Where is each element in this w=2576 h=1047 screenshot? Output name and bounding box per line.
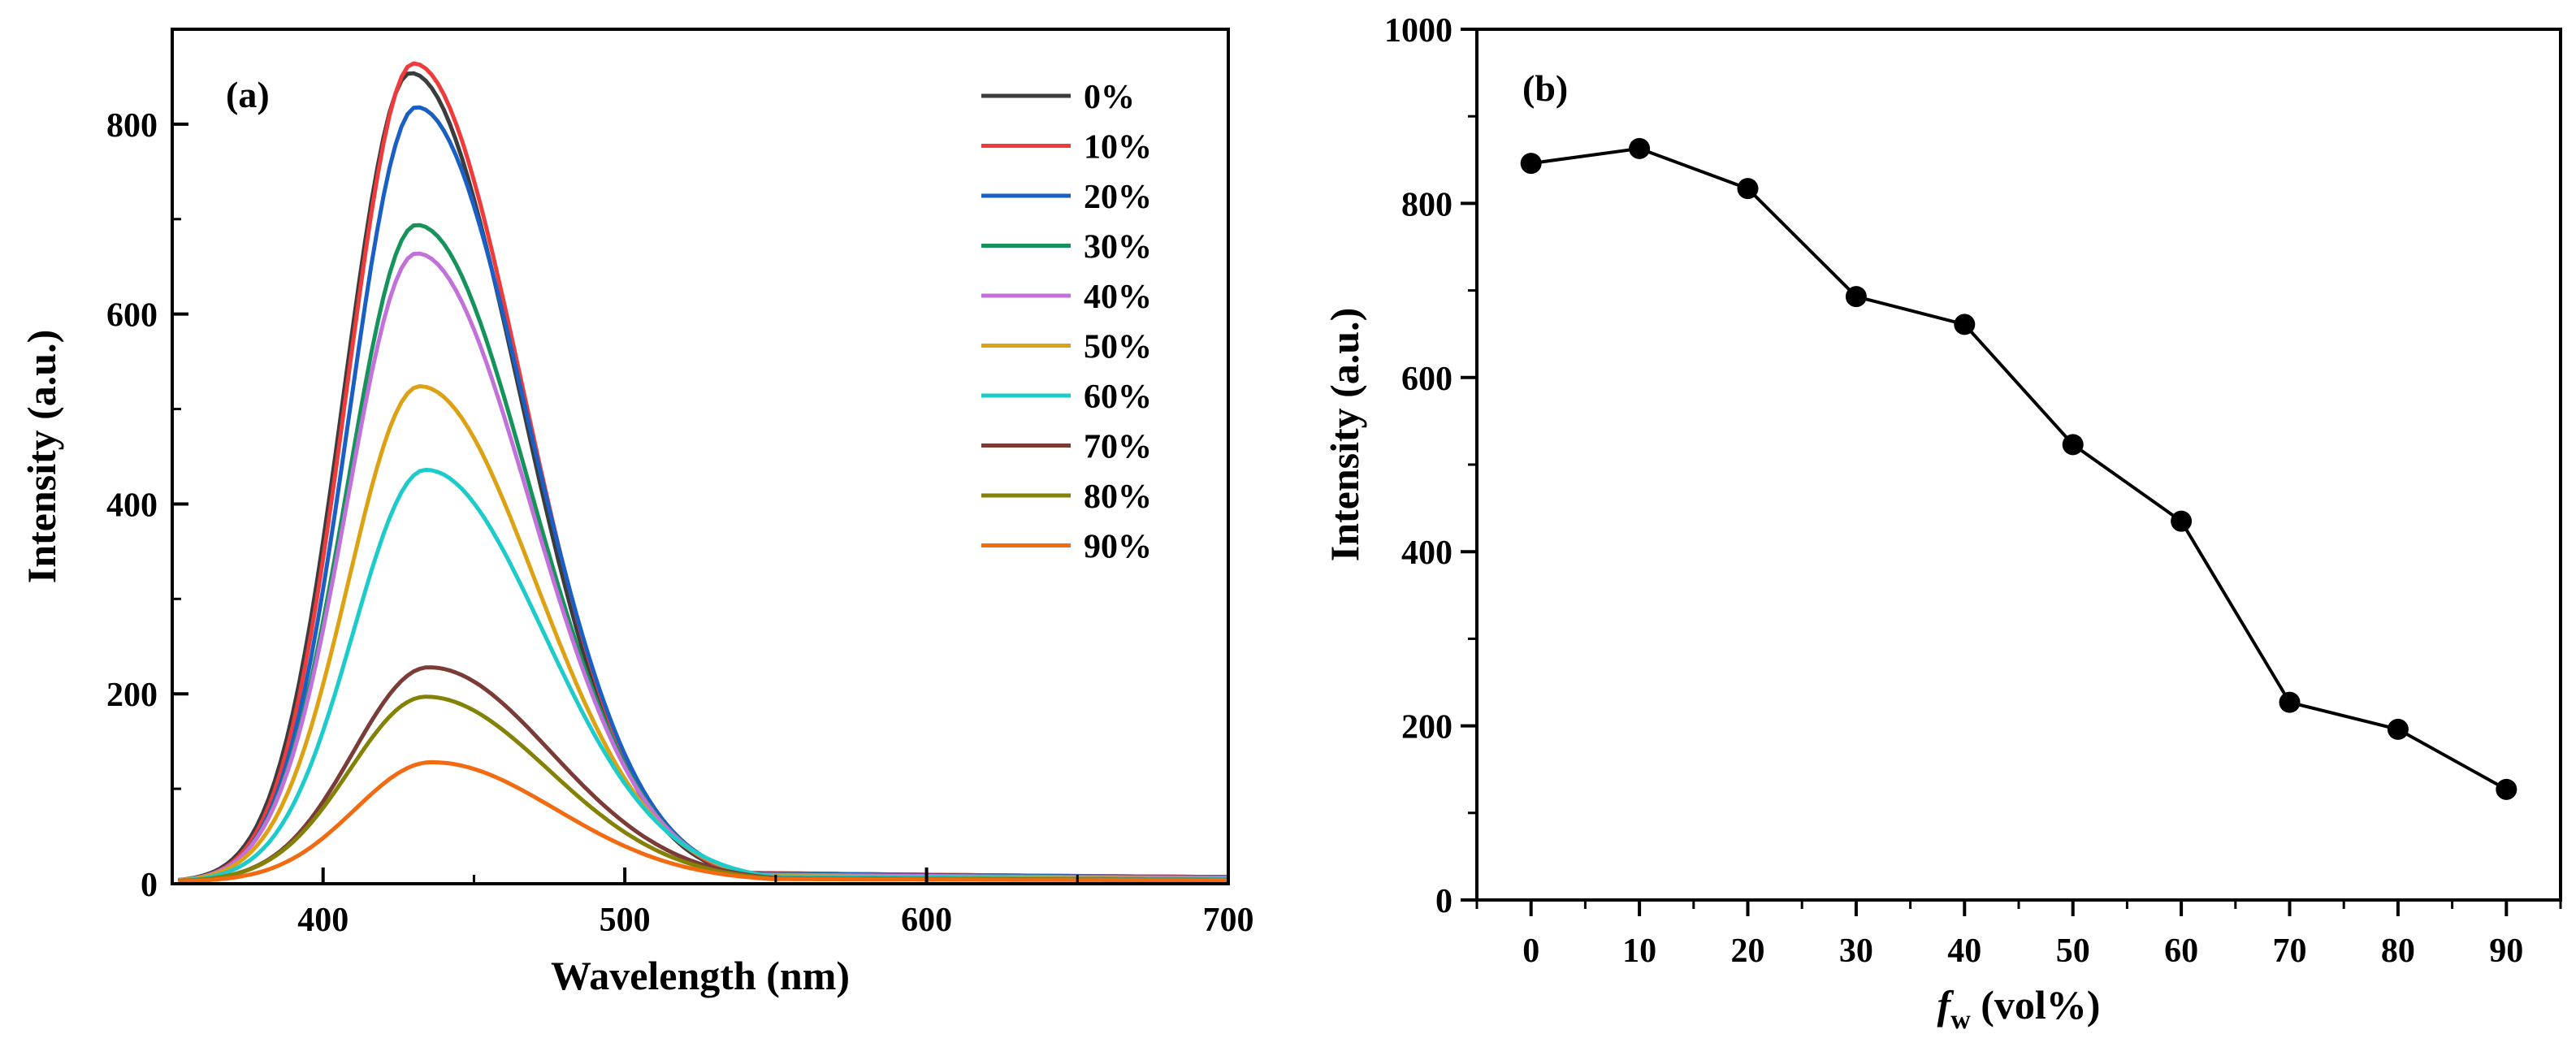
- chart-a-x-tick-label: 400: [297, 902, 349, 939]
- data-line: [1530, 146, 2508, 791]
- data-point-2: [1737, 178, 1759, 200]
- chart-a-x-tick-label: 500: [600, 902, 651, 939]
- data-point-1: [1629, 137, 1651, 159]
- legend-label-8: 80%: [1084, 478, 1152, 516]
- chart-a-panel-label: (a): [226, 74, 270, 115]
- chart-b-x-tick-label: 90: [2489, 932, 2523, 970]
- chart-b-y-tick-label: 800: [1401, 186, 1453, 223]
- data-point-6: [2171, 510, 2193, 532]
- legend-label-7: 70%: [1084, 429, 1152, 466]
- legend-label-3: 30%: [1084, 229, 1152, 266]
- legend-label-1: 10%: [1084, 129, 1152, 167]
- chart-a-y-axis-title: Intensity (a.u.): [19, 330, 64, 584]
- chart-b-x-axis-title-main: f: [1937, 982, 1955, 1028]
- data-point-4: [1954, 314, 1976, 335]
- chart-a-x-tick-label: 700: [1203, 902, 1254, 939]
- chart-b-x-tick-label: 70: [2273, 932, 2307, 970]
- legend-label-9: 90%: [1084, 529, 1152, 566]
- chart-b-y-tick-label: 600: [1401, 361, 1453, 398]
- chart-a-y-tick-label: 0: [141, 867, 158, 904]
- chart-b-plot-frame: [1475, 28, 2562, 902]
- chart-a-y-tick-label: 200: [106, 677, 158, 714]
- chart-a-legend: 0% 10% 20% 30% 40% 50% 60% 70% 80% 90%: [981, 79, 1152, 566]
- chart-b-x-tick-label: 80: [2381, 932, 2415, 970]
- data-point-5: [2062, 434, 2084, 456]
- chart-b-axes-layer: 0 200 400 600 800 1000 0 10 20 30 40 50 60 70 80 90: [1384, 12, 2562, 970]
- legend-label-4: 40%: [1084, 279, 1152, 316]
- chart-a-x-axis-title: Wavelength (nm): [551, 953, 850, 998]
- data-point-9: [2496, 778, 2518, 800]
- chart-b-y-tick-label: 0: [1435, 883, 1453, 920]
- legend-label-0: 0%: [1084, 79, 1135, 116]
- chart-b-y-tick-label: 200: [1401, 709, 1453, 746]
- chart-a-y-tick-label: 600: [106, 297, 158, 335]
- chart-a-axes-layer: 0 200 400 600 800 400 500 600 700: [106, 28, 1254, 939]
- chart-b-x-axis-title-rest: (vol%): [1971, 982, 2101, 1028]
- data-point-0: [1520, 153, 1542, 175]
- chart-b-y-axis-title: Intensity (a.u.): [1322, 308, 1367, 562]
- chart-b-y-tick-label: 1000: [1384, 12, 1453, 50]
- spectrum-line-9: [178, 759, 1228, 884]
- chart-b-line-layer: [1520, 137, 2518, 800]
- data-point-8: [2387, 718, 2409, 740]
- chart-b-x-tick-label: 30: [1839, 932, 1873, 970]
- chart-a-series-layer: [178, 61, 1229, 884]
- chart-a-y-tick-label: 400: [106, 487, 158, 524]
- legend-label-5: 50%: [1084, 329, 1152, 366]
- chart-a-plot-frame: [171, 28, 1230, 885]
- chart-b-panel-label: (b): [1522, 67, 1568, 109]
- chart-b-x-tick-label: 20: [1731, 932, 1765, 970]
- legend-label-6: 60%: [1084, 379, 1152, 416]
- data-point-3: [1845, 286, 1867, 308]
- chart-a-x-tick-label: 600: [901, 902, 952, 939]
- chart-b-x-tick-label: 50: [2056, 932, 2090, 970]
- legend-label-2: 20%: [1084, 179, 1152, 216]
- chart-b-y-tick-label: 400: [1401, 534, 1453, 572]
- chart-a-y-tick-label: 800: [106, 107, 158, 145]
- chart-b-x-tick-label: 60: [2164, 932, 2198, 970]
- chart-b-x-tick-label: 10: [1622, 932, 1656, 970]
- data-point-7: [2279, 691, 2301, 713]
- chart-b-x-tick-label: 40: [1947, 932, 1981, 970]
- chart-b-x-tick-label: 0: [1522, 932, 1539, 970]
- chart-b-x-axis-title: fw (vol%): [1937, 982, 2101, 1035]
- chart-b-x-axis-title-sub: w: [1950, 1005, 1971, 1035]
